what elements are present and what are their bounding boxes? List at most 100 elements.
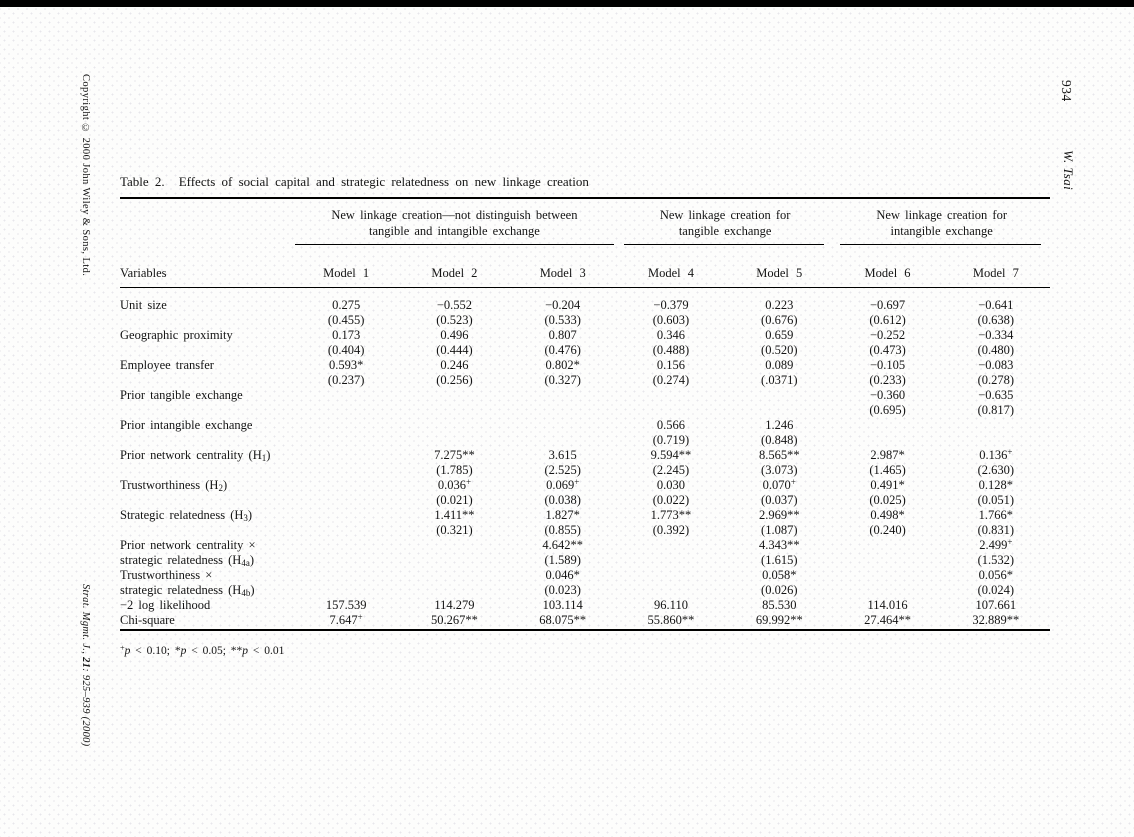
group-header-tangible: New linkage creation for tangible exchan…	[617, 207, 834, 245]
standard-error: (0.831)	[977, 523, 1015, 537]
coefficient-value: 107.661	[975, 598, 1017, 612]
standard-error	[400, 583, 508, 598]
standard-error: (1.532)	[977, 553, 1015, 567]
cell-model-6	[833, 568, 941, 598]
coefficient-value: 0.058*	[762, 568, 797, 582]
coefficient-value: −0.641	[978, 298, 1014, 312]
coefficient-value: 0.498*	[870, 508, 905, 522]
cell-model-4: 0.566 (0.719)	[617, 418, 725, 448]
column-headers: Variables Model 1 Model 2 Model 3 Model …	[120, 265, 1050, 281]
standard-error	[617, 583, 725, 598]
coefficient-value: 4.642**	[542, 538, 584, 552]
coefficient-value: 0.030	[656, 478, 686, 492]
cell-model-3: 0.046* (0.023)	[509, 568, 617, 598]
coefficient-value: 114.016	[867, 598, 908, 612]
coefficient-value	[400, 418, 508, 433]
row-label-line: Prior intangible exchange	[120, 418, 253, 432]
table-row: Prior network centrality × strategic rela…	[120, 536, 1050, 568]
cell-model-7: 0.056* (0.024)	[942, 568, 1050, 598]
coefficient-value	[292, 448, 400, 463]
group-spanner-rule	[840, 244, 1041, 245]
cell-model-3: 0.807 (0.476)	[509, 328, 617, 358]
standard-error: (0.327)	[544, 373, 581, 387]
cell-model-7	[942, 418, 1050, 448]
standard-error	[292, 493, 400, 508]
column-group-headers: New linkage creation—not distinguish bet…	[120, 207, 1050, 245]
standard-error: (0.533)	[544, 313, 581, 327]
table-2: Table 2. Effects of social capital and st…	[120, 174, 1050, 659]
coefficient-value: 1.773**	[650, 508, 692, 522]
group-header-line: tangible and intangible exchange	[368, 224, 540, 238]
standard-error	[617, 553, 725, 568]
cell-model-3: 0.069+ (0.038)	[509, 477, 617, 508]
coefficient-value: 50.267**	[430, 613, 478, 627]
row-label-line: Prior network centrality ×	[120, 538, 256, 552]
cell-model-6: −0.252 (0.473)	[833, 328, 941, 358]
cell-model-7: 32.889**	[942, 613, 1050, 628]
standard-error: (1.785)	[436, 463, 473, 477]
standard-error	[400, 433, 508, 448]
cell-model-6	[833, 538, 941, 568]
cell-model-1	[292, 388, 400, 418]
cell-model-6: 27.464**	[833, 613, 941, 628]
coefficient-value: 0.056*	[978, 568, 1014, 582]
standard-error: (3.073)	[761, 463, 798, 477]
row-label-line: −2 log likelihood	[120, 598, 211, 612]
cell-model-2: 0.036+ (0.021)	[400, 477, 508, 508]
group-spanner-rule	[623, 244, 825, 245]
cell-model-6: −0.360 (0.695)	[833, 388, 941, 418]
coefficient-value	[509, 388, 617, 403]
table-body: Unit size 0.275 (0.455) −0.552 (0.523) −0.204…	[120, 298, 1050, 628]
standard-error	[400, 553, 508, 568]
table-title-label: Table 2.	[120, 174, 165, 189]
cell-model-1	[292, 478, 400, 508]
standard-error: (0.025)	[869, 493, 906, 507]
cell-model-2: 114.279	[400, 598, 508, 613]
coefficient-value: 0.593*	[328, 358, 364, 372]
cell-model-2: 0.246 (0.256)	[400, 358, 508, 388]
coefficient-value: 55.860**	[647, 613, 695, 627]
table-bottom-rule	[120, 629, 1050, 631]
coefficient-value: 2.987*	[870, 448, 905, 462]
row-label: Trustworthiness (H2)	[120, 478, 292, 508]
cell-model-7: 107.661	[942, 598, 1050, 613]
coefficient-value: 0.496	[440, 328, 469, 342]
row-label: Prior network centrality × strategic rela…	[120, 538, 292, 568]
coefficient-value: −0.379	[653, 298, 689, 312]
coefficient-value: 2.499+	[979, 536, 1013, 552]
coefficient-value: 0.046*	[545, 568, 580, 582]
cell-model-2	[400, 538, 508, 568]
standard-error: (2.630)	[977, 463, 1015, 477]
coefficient-value	[292, 538, 400, 553]
coefficient-value	[292, 478, 400, 493]
coefficient-value	[292, 568, 400, 583]
standard-error: (1.615)	[761, 553, 798, 567]
cell-model-5: 1.246 (0.848)	[725, 418, 833, 448]
header-rule	[120, 287, 1050, 288]
group-spanner-rule	[295, 244, 614, 245]
standard-error: (0.817)	[977, 403, 1015, 417]
row-label-line: Trustworthiness ×	[120, 568, 213, 582]
cell-model-4: 96.110	[617, 598, 725, 613]
cell-model-7: 0.136+ (2.630)	[942, 447, 1050, 478]
cell-model-7: −0.641 (0.638)	[942, 298, 1050, 328]
row-label-line: Strategic relatedness (H3)	[120, 508, 253, 523]
row-label-line: strategic relatedness (H4a)	[120, 553, 254, 568]
coefficient-value: 0.275	[332, 298, 361, 312]
cell-model-7: −0.334 (0.480)	[942, 328, 1050, 358]
standard-error: (0.274)	[652, 373, 690, 387]
model-4-header: Model 4	[647, 266, 694, 280]
cell-model-5: 0.659 (0.520)	[725, 328, 833, 358]
coefficient-value	[292, 508, 400, 523]
cell-model-1	[292, 538, 400, 568]
standard-error: (0.024)	[977, 583, 1015, 597]
row-label: Strategic relatedness (H3)	[120, 508, 292, 538]
coefficient-value: −0.105	[869, 358, 906, 372]
cell-model-1: 0.593* (0.237)	[292, 358, 400, 388]
table-row: Geographic proximity 0.173 (0.404) 0.496 (0.…	[120, 328, 1050, 358]
cell-model-1: 7.647+	[292, 612, 400, 628]
coefficient-value: 27.464**	[864, 613, 911, 627]
group-header-line: New linkage creation for	[659, 208, 791, 222]
coefficient-value: 4.343**	[758, 538, 800, 552]
